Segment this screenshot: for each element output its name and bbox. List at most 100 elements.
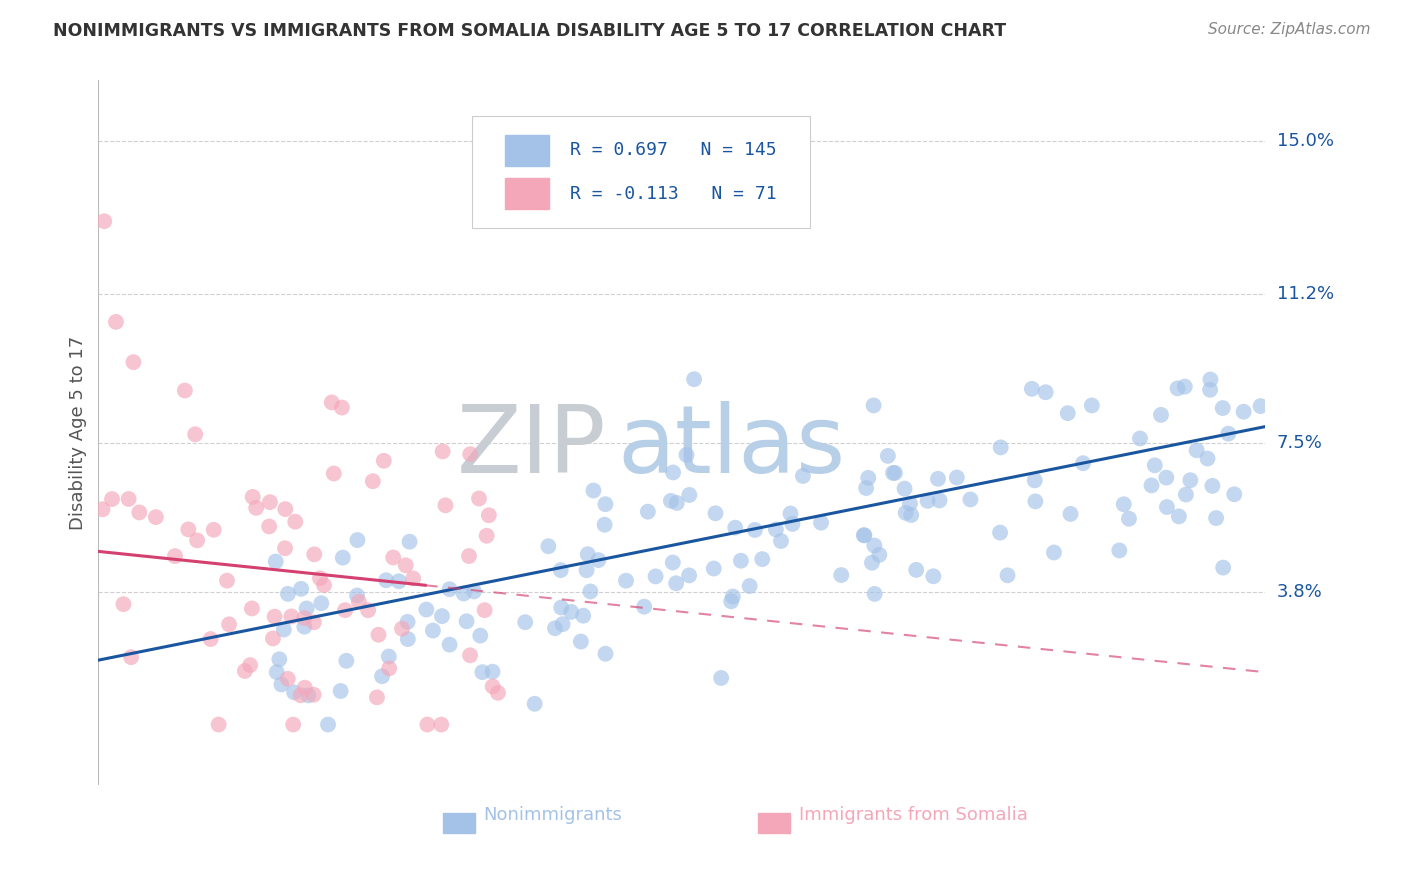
- Point: [346, 533, 368, 547]
- Point: [928, 493, 950, 508]
- Text: R = -0.113   N = 71: R = -0.113 N = 71: [569, 185, 776, 202]
- Point: [274, 541, 297, 556]
- Point: [432, 444, 454, 458]
- Point: [863, 587, 886, 601]
- Point: [91, 502, 114, 516]
- Point: [1071, 456, 1094, 470]
- Point: [1056, 406, 1078, 420]
- Point: [751, 552, 773, 566]
- Point: [703, 561, 725, 575]
- Point: [430, 717, 453, 731]
- Point: [481, 665, 503, 679]
- Point: [551, 617, 574, 632]
- Point: [439, 638, 461, 652]
- Point: [266, 665, 288, 680]
- Point: [1199, 372, 1222, 386]
- Point: [523, 697, 546, 711]
- Point: [122, 355, 145, 369]
- Point: [398, 534, 420, 549]
- Point: [163, 549, 186, 563]
- Point: [239, 658, 262, 673]
- Point: [304, 547, 326, 561]
- Point: [579, 584, 602, 599]
- Point: [292, 611, 315, 625]
- Point: [280, 609, 302, 624]
- Point: [316, 717, 339, 731]
- Point: [1212, 401, 1234, 415]
- Point: [1081, 399, 1104, 413]
- Bar: [505, 178, 548, 209]
- Point: [1174, 487, 1197, 501]
- Point: [721, 590, 744, 604]
- Point: [378, 649, 401, 664]
- Point: [200, 632, 222, 646]
- Point: [1035, 385, 1057, 400]
- Point: [917, 493, 939, 508]
- Point: [117, 491, 139, 506]
- Point: [297, 689, 319, 703]
- Point: [1043, 545, 1066, 559]
- Point: [430, 609, 453, 624]
- Point: [550, 600, 572, 615]
- Point: [478, 508, 501, 523]
- Point: [458, 447, 481, 461]
- Point: [215, 574, 238, 588]
- Point: [877, 449, 900, 463]
- Point: [453, 586, 475, 600]
- Point: [738, 579, 761, 593]
- Point: [1143, 458, 1166, 473]
- Text: 11.2%: 11.2%: [1277, 285, 1334, 302]
- Point: [202, 523, 225, 537]
- Point: [277, 672, 299, 686]
- Point: [240, 601, 263, 615]
- Point: [346, 589, 368, 603]
- Point: [576, 547, 599, 561]
- Point: [471, 665, 494, 680]
- Point: [765, 523, 787, 537]
- Point: [1156, 470, 1178, 484]
- Point: [724, 521, 747, 535]
- Point: [264, 554, 287, 568]
- Point: [335, 654, 357, 668]
- Point: [371, 669, 394, 683]
- Point: [373, 454, 395, 468]
- Point: [882, 466, 904, 480]
- Text: 7.5%: 7.5%: [1277, 434, 1323, 451]
- Point: [233, 664, 256, 678]
- Point: [575, 563, 598, 577]
- Point: [434, 499, 457, 513]
- Point: [173, 384, 195, 398]
- Point: [422, 624, 444, 638]
- Point: [569, 634, 592, 648]
- Point: [361, 475, 384, 489]
- Point: [927, 472, 949, 486]
- Point: [1024, 474, 1046, 488]
- Point: [290, 582, 312, 596]
- Point: [665, 496, 688, 510]
- Point: [730, 554, 752, 568]
- Point: [458, 648, 481, 663]
- Point: [456, 614, 478, 628]
- Point: [93, 214, 115, 228]
- Point: [439, 582, 461, 597]
- Point: [332, 550, 354, 565]
- Point: [295, 601, 318, 615]
- Point: [637, 505, 659, 519]
- Point: [388, 574, 411, 589]
- Point: [852, 528, 875, 542]
- Point: [678, 568, 700, 582]
- Point: [704, 506, 727, 520]
- Point: [330, 401, 353, 415]
- Point: [515, 615, 537, 630]
- Point: [678, 488, 700, 502]
- Point: [1112, 497, 1135, 511]
- Point: [470, 629, 492, 643]
- Point: [284, 515, 307, 529]
- Text: R = 0.697   N = 145: R = 0.697 N = 145: [569, 141, 776, 159]
- Point: [458, 549, 481, 563]
- Point: [120, 650, 142, 665]
- Point: [862, 398, 884, 412]
- Point: [988, 525, 1011, 540]
- Point: [1129, 432, 1152, 446]
- Point: [283, 717, 305, 731]
